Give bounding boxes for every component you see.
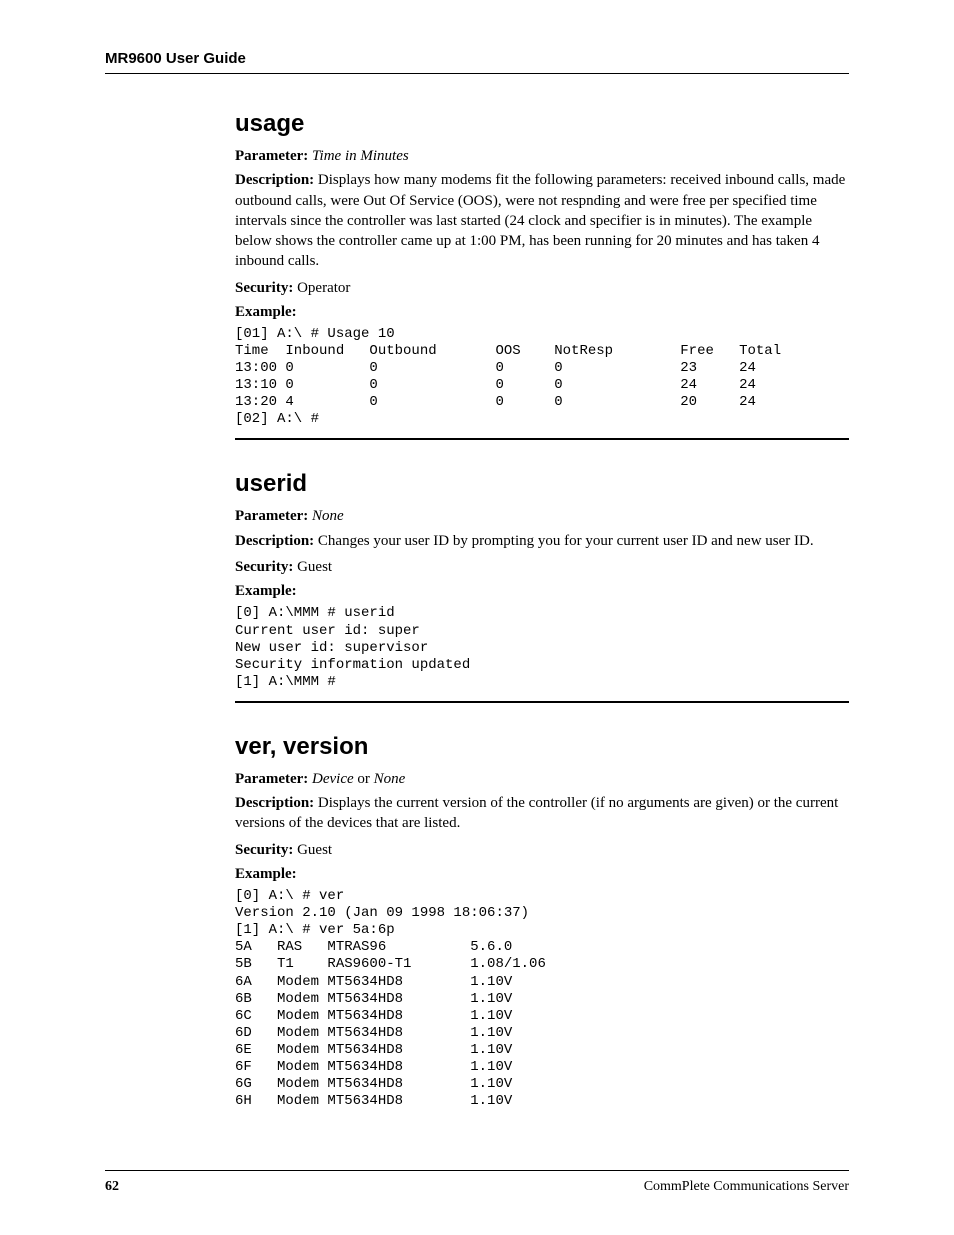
usage-description: Description: Displays how many modems fi…	[235, 170, 849, 271]
parameter-label: Parameter:	[235, 148, 308, 164]
ver-example-block: [0] A:\ # ver Version 2.10 (Jan 09 1998 …	[235, 888, 849, 1110]
page: MR9600 User Guide usage Parameter: Time …	[0, 0, 954, 1235]
parameter-suffix: None	[374, 771, 406, 787]
ver-parameter: Parameter: Device or None	[235, 769, 849, 789]
userid-description: Description: Changes your user ID by pro…	[235, 531, 849, 551]
ver-example-label: Example:	[235, 864, 849, 884]
description-label: Description:	[235, 795, 314, 811]
horizontal-rule	[235, 701, 849, 703]
parameter-or: or	[354, 771, 374, 787]
page-footer: 62 CommPlete Communications Server	[105, 1170, 849, 1195]
usage-parameter: Parameter: Time in Minutes	[235, 146, 849, 166]
parameter-label: Parameter:	[235, 771, 308, 787]
security-label: Security:	[235, 559, 293, 575]
section-title-ver: ver, version	[235, 733, 849, 761]
parameter-prefix: Device	[312, 771, 354, 787]
content-area: usage Parameter: Time in Minutes Descrip…	[235, 110, 849, 1110]
usage-example-block: [01] A:\ # Usage 10 Time Inbound Outboun…	[235, 326, 849, 428]
section-usage: usage Parameter: Time in Minutes Descrip…	[235, 110, 849, 440]
description-label: Description:	[235, 172, 314, 188]
ver-security: Security: Guest	[235, 840, 849, 860]
security-value: Guest	[293, 842, 332, 858]
section-ver: ver, version Parameter: Device or None D…	[235, 733, 849, 1110]
security-label: Security:	[235, 842, 293, 858]
description-text: Displays the current version of the cont…	[235, 795, 838, 831]
page-number: 62	[105, 1179, 119, 1195]
security-value: Operator	[293, 280, 350, 296]
usage-example-label: Example:	[235, 302, 849, 322]
userid-parameter: Parameter: None	[235, 506, 849, 526]
security-value: Guest	[293, 559, 332, 575]
description-label: Description:	[235, 533, 314, 549]
userid-example-block: [0] A:\MMM # userid Current user id: sup…	[235, 605, 849, 690]
footer-right-text: CommPlete Communications Server	[644, 1179, 849, 1195]
userid-security: Security: Guest	[235, 557, 849, 577]
parameter-label: Parameter:	[235, 508, 308, 524]
section-title-userid: userid	[235, 470, 849, 498]
parameter-value: None	[312, 508, 344, 524]
horizontal-rule	[235, 438, 849, 440]
ver-description: Description: Displays the current versio…	[235, 793, 849, 834]
security-label: Security:	[235, 280, 293, 296]
section-title-usage: usage	[235, 110, 849, 138]
usage-security: Security: Operator	[235, 278, 849, 298]
section-userid: userid Parameter: None Description: Chan…	[235, 470, 849, 702]
description-text: Displays how many modems fit the followi…	[235, 172, 845, 269]
parameter-value: Time in Minutes	[312, 148, 409, 164]
page-header: MR9600 User Guide	[105, 50, 849, 74]
header-title: MR9600 User Guide	[105, 50, 246, 67]
description-text: Changes your user ID by prompting you fo…	[314, 533, 813, 549]
userid-example-label: Example:	[235, 581, 849, 601]
